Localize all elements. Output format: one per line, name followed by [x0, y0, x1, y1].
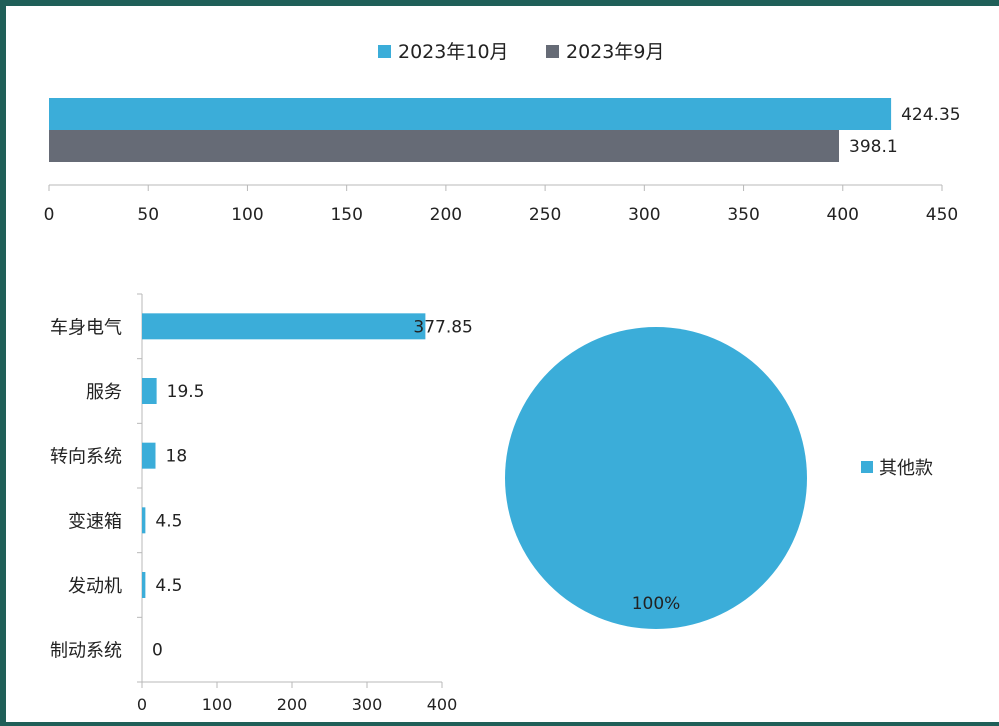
- chart1-tick-label: 450: [926, 205, 958, 225]
- category-bar: [142, 507, 146, 534]
- monthly-comparison-chart: 2023年10月 2023年9月 424.35 398.1 0 50 100 150 2…: [44, 41, 961, 225]
- chart1-tick-label: 100: [231, 205, 263, 225]
- category-value-label: 0: [152, 641, 163, 661]
- chart1-tick-label: 400: [827, 205, 859, 225]
- chart1-tick-label: 50: [137, 205, 159, 225]
- chart2-rows: 车身电气 377.85 服务 19.5 转向系统 18 变速箱 4.5 发动机 4.5 制动系统 0: [50, 293, 473, 683]
- chart2-tick-label: 100: [202, 695, 233, 714]
- legend-label-oct: 2023年10月: [398, 41, 509, 63]
- category-label: 变速箱: [68, 511, 122, 532]
- category-value-label: 4.5: [155, 511, 182, 531]
- category-bar: [142, 313, 426, 340]
- chart2-tick-label: 200: [277, 695, 308, 714]
- chart1-tick-label: 300: [628, 205, 660, 225]
- chart1-tick-label: 200: [430, 205, 462, 225]
- category-label: 服务: [86, 382, 122, 403]
- chart-canvas: 2023年10月 2023年9月 424.35 398.1 0 50 100 150 2…: [44, 41, 961, 714]
- category-bar: [142, 572, 146, 598]
- category-label: 车身电气: [50, 317, 122, 338]
- chart1-tick-label: 250: [529, 205, 561, 225]
- chart1-tick-label: 0: [44, 205, 55, 225]
- category-value-label: 18: [166, 447, 188, 467]
- chart1-tick-label: 350: [727, 205, 759, 225]
- pie-legend-label: 其他款: [879, 458, 933, 479]
- category-value-label: 377.85: [413, 317, 472, 337]
- bar-oct: [49, 98, 892, 130]
- data-label-sep: 398.1: [849, 137, 898, 157]
- pie-slice-label: 100%: [632, 594, 681, 614]
- legend-label-sep: 2023年9月: [566, 41, 664, 63]
- category-label: 制动系统: [50, 641, 122, 662]
- pie-chart: 100% 其他款: [505, 327, 933, 629]
- chart2-x-ticks: 0 100 200 300 400: [137, 682, 457, 714]
- legend-swatch-sep: [546, 45, 559, 58]
- chart-panel: 2023年10月 2023年9月 424.35 398.1 0 50 100 150 2…: [6, 6, 999, 722]
- pie-legend-swatch: [861, 461, 873, 473]
- chart1-legend: 2023年10月 2023年9月: [378, 41, 664, 63]
- pie-slice-other: [505, 327, 807, 629]
- category-label: 转向系统: [50, 447, 122, 468]
- chart1-tick-label: 150: [330, 205, 362, 225]
- bar-sep: [49, 130, 840, 162]
- chart1-x-ticks: 0 50 100 150 200 250 300 350 400 450: [44, 185, 958, 225]
- category-label: 发动机: [68, 576, 122, 597]
- category-bar: [142, 378, 157, 404]
- category-value-label: 4.5: [155, 576, 182, 596]
- chart2-tick-label: 0: [137, 695, 147, 714]
- data-label-oct: 424.35: [901, 105, 960, 125]
- category-bar: [142, 442, 156, 469]
- category-breakdown-chart: 车身电气 377.85 服务 19.5 转向系统 18 变速箱 4.5 发动机 4.5 制动系统 0 …: [50, 293, 473, 714]
- chart2-tick-label: 300: [352, 695, 383, 714]
- chart2-tick-label: 400: [427, 695, 458, 714]
- legend-swatch-oct: [378, 45, 391, 58]
- category-value-label: 19.5: [167, 382, 205, 402]
